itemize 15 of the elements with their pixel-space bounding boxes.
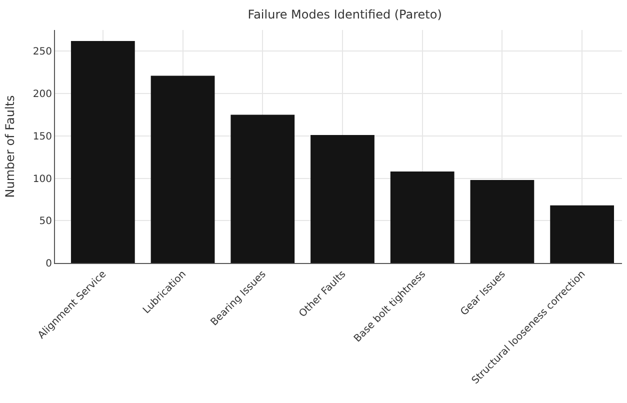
y-tick-label: 150 <box>32 131 52 142</box>
y-axis-title: Number of Faults <box>3 95 18 198</box>
y-tick-label: 50 <box>39 216 52 228</box>
bar <box>310 135 374 263</box>
y-tick-label: 100 <box>32 174 52 185</box>
y-tick-label: 0 <box>46 258 52 270</box>
chart-title: Failure Modes Identified (Pareto) <box>248 7 442 22</box>
y-tick-label: 200 <box>32 89 52 100</box>
bar <box>230 114 295 263</box>
bar <box>390 171 454 263</box>
bar <box>550 205 614 263</box>
bar <box>470 180 534 263</box>
y-tick-label: 250 <box>32 46 52 58</box>
bar <box>150 76 215 263</box>
bar <box>70 41 135 263</box>
